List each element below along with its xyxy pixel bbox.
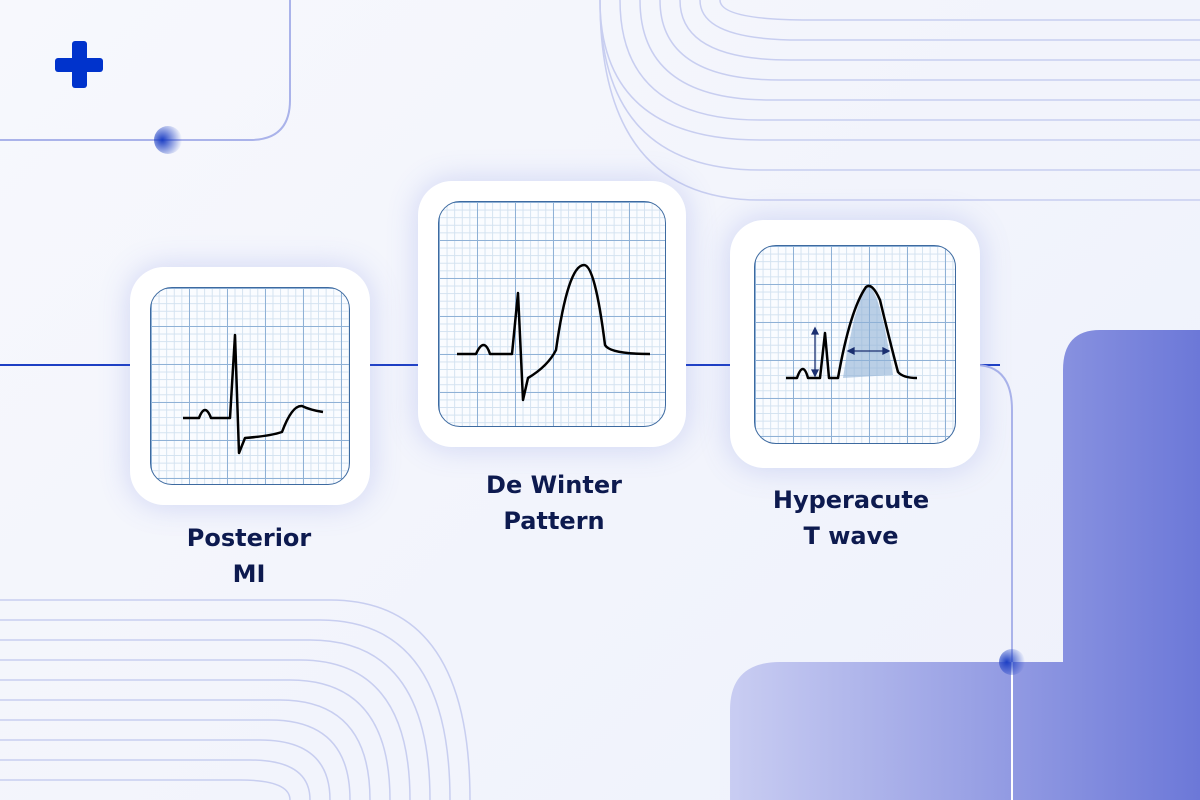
ecg-trace-posterior-mi — [183, 333, 324, 455]
label-line: MI — [232, 560, 266, 588]
node-dot — [999, 649, 1025, 675]
label-line: Posterior — [186, 524, 312, 552]
measure-arrows — [810, 326, 891, 378]
ecg-grid — [438, 201, 666, 427]
ecg-card-posterior-mi — [130, 267, 370, 505]
ecg-trace-de-winter — [457, 263, 651, 402]
card-label-hyperacute-t: Hyperacute T wave — [721, 482, 981, 554]
label-line: Hyperacute — [772, 486, 930, 514]
t-wave-area — [843, 285, 893, 378]
decor-panel — [730, 330, 1200, 800]
arc-lines-top-right — [599, 0, 1200, 201]
ecg-grid — [150, 287, 350, 485]
node-dot — [154, 126, 182, 154]
ecg-card-hyperacute-t — [730, 220, 980, 468]
label-line: Pattern — [503, 507, 605, 535]
ecg-card-de-winter — [418, 181, 686, 447]
card-label-posterior-mi: Posterior MI — [119, 520, 379, 592]
medical-cross-icon — [55, 41, 103, 88]
ecg-trace-hyperacute-t — [786, 284, 918, 380]
card-label-de-winter: De Winter Pattern — [424, 467, 684, 539]
label-line: T wave — [803, 522, 899, 550]
frame-line — [0, 0, 291, 141]
ecg-grid — [754, 245, 956, 444]
arc-lines-bottom-left — [0, 599, 471, 800]
label-line: De Winter — [486, 471, 622, 499]
